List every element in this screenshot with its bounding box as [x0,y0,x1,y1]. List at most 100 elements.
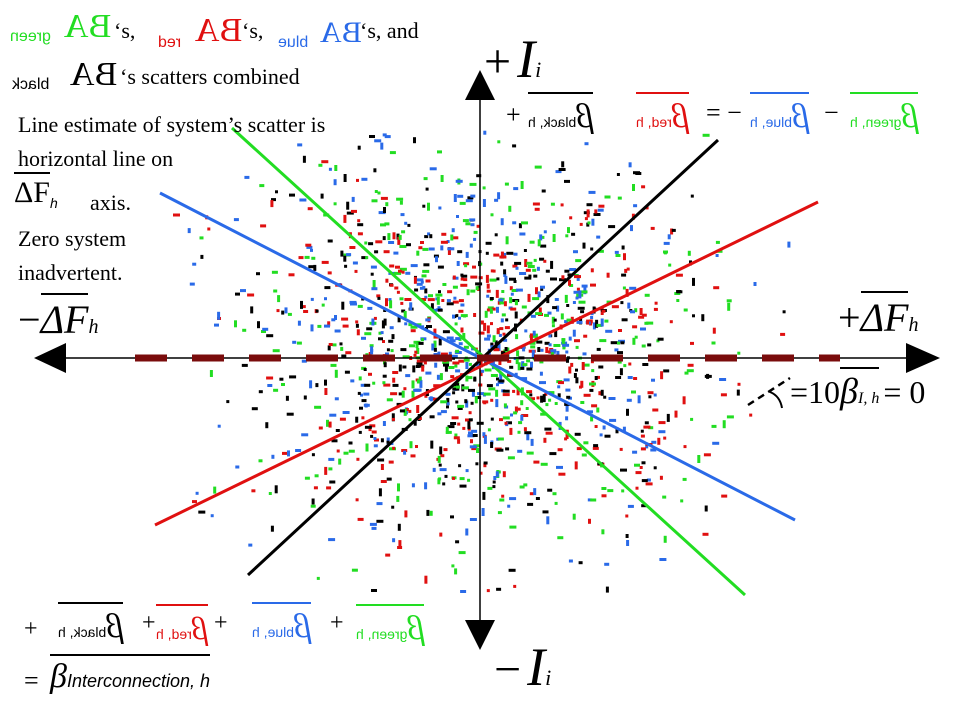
scatter-point [416,278,424,282]
scatter-point [372,280,376,288]
scatter-point [479,471,483,475]
scatter-point [539,381,546,385]
scatter-point [214,323,219,327]
scatter-point [452,387,460,391]
scatter-point [399,267,407,271]
scatter-point [663,369,670,373]
scatter-point [315,309,319,313]
scatter-point [405,374,411,378]
scatter-point [483,392,491,396]
scatter-point [355,323,359,328]
scatter-point [584,142,589,146]
scatter-point [591,404,598,408]
scatter-point [452,285,458,289]
scatter-point [364,425,372,429]
scatter-point [384,222,390,226]
scatter-point [451,564,455,568]
scatter-point [472,434,478,437]
scatter-point [343,214,347,223]
scatter-point [401,309,406,313]
scatter-point [646,478,651,482]
scatter-point [257,321,260,329]
scatter-point [341,317,349,321]
scatter-point [639,466,643,469]
scatter-point [544,313,549,317]
scatter-point [270,200,274,208]
scatter-point [604,562,610,566]
scatter-point [281,383,285,386]
scatter-point [483,461,488,465]
scatter-point [533,460,540,464]
scatter-point [408,418,412,422]
scatter-point [590,268,594,273]
scatter-point [641,461,646,465]
scatter-point [787,241,791,248]
scatter-point [446,402,450,406]
plus-f-label: +ΔFh [838,291,918,341]
scatter-point [573,250,578,254]
scatter-point [387,233,391,241]
scatter-point [596,323,603,327]
scatter-point [431,343,435,351]
scatter-point [586,209,590,218]
scatter-point [318,163,323,167]
scatter-point [502,389,510,393]
scatter-point [484,310,488,318]
scatter-point [518,223,522,229]
scatter-point [712,441,720,445]
scatter-point [490,322,493,326]
scatter-point [411,380,415,389]
scatter-point [446,405,449,409]
scatter-point [627,376,633,379]
scatter-point [632,337,636,345]
scatter-point [615,376,622,379]
scatter-point [576,447,582,451]
scatter-point [501,290,505,293]
scatter-point [568,366,572,374]
scatter-point [462,219,469,223]
scatter-point [484,337,491,341]
scatter-point [354,269,358,273]
scatter-point [429,510,433,516]
scatter-point [465,469,469,473]
scatter-point [382,421,386,426]
scatter-point [608,225,616,229]
scatter-point [399,409,405,413]
scatter-point [562,343,570,347]
scatter-point [410,454,416,458]
scatter-point [277,295,281,303]
scatter-point [711,341,716,345]
scatter-point [603,395,607,399]
scatter-point [641,344,646,348]
scatter-point [650,226,655,230]
scatter-point [424,394,428,398]
scatter-point [272,349,280,353]
scatter-point [311,498,315,505]
scatter-point [465,418,472,422]
scatter-point [530,345,536,349]
scatter-point [463,262,470,266]
scatter-point [582,242,586,249]
scatter-point [430,440,434,449]
scatter-point [405,408,409,411]
beta-blue-bottom: βblue, h [252,602,311,646]
scatter-point [676,290,683,294]
scatter-point [440,175,444,182]
scatter-point [621,273,627,277]
scatter-point [501,351,506,355]
top-eq-equals: = − [706,98,742,127]
scatter-point [580,380,584,388]
scatter-point [265,422,269,429]
scatter-point [400,213,405,217]
scatter-point [469,243,473,248]
scatter-point [450,234,454,241]
scatter-point [400,301,404,305]
scatter-point [286,412,294,416]
scatter-point [622,426,626,432]
scatter-point [424,482,428,490]
scatter-point [503,403,507,408]
scatter-point [532,268,537,272]
scatter-point [334,329,341,333]
scatter-point [532,202,540,206]
scatter-point [444,364,448,372]
